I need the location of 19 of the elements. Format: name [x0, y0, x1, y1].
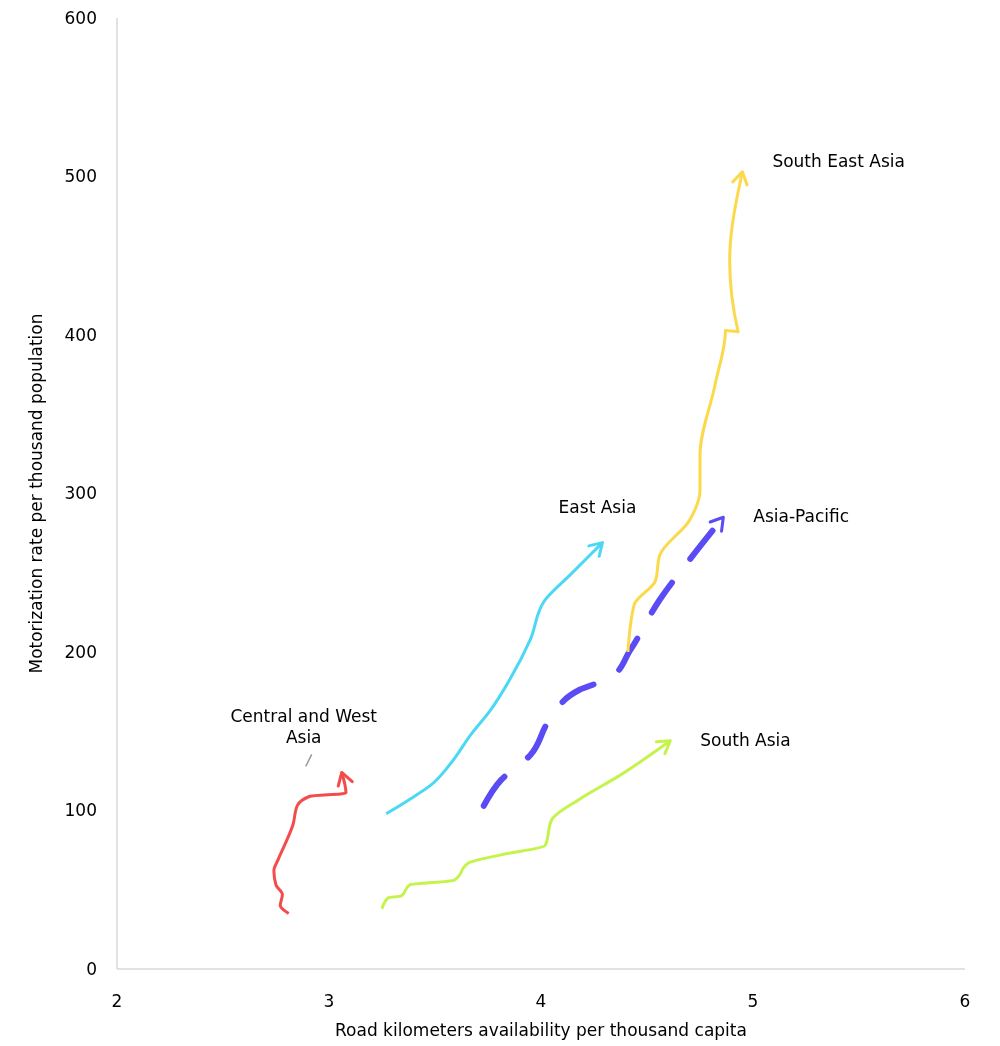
text: East Asia [558, 496, 637, 517]
series-label: South East Asia [772, 150, 905, 171]
x-axis-title: Road kilometers availability per thousand capita [335, 1020, 747, 1040]
y-tick-label: 0 [86, 958, 97, 979]
y-tick-label: 200 [64, 641, 97, 662]
series-label: South Asia [700, 729, 791, 750]
x-tick-label: 3 [323, 991, 335, 1011]
y-tick-label: 500 [64, 166, 97, 187]
y-axis-title: Motorization rate per thousand population [26, 313, 46, 674]
y-tick-label: 300 [64, 483, 97, 504]
x-tick-label: 6 [959, 991, 971, 1011]
series-label: Asia-Pacific [753, 506, 850, 527]
x-tick-label: 2 [111, 991, 123, 1011]
y-tick-label: 400 [64, 324, 97, 345]
text: Central and West Asia [230, 706, 378, 748]
y-tick-label: 600 [64, 7, 97, 28]
x-tick-label: 4 [535, 991, 547, 1011]
y-tick-label: 100 [64, 800, 97, 821]
x-tick-label: 5 [747, 991, 759, 1011]
